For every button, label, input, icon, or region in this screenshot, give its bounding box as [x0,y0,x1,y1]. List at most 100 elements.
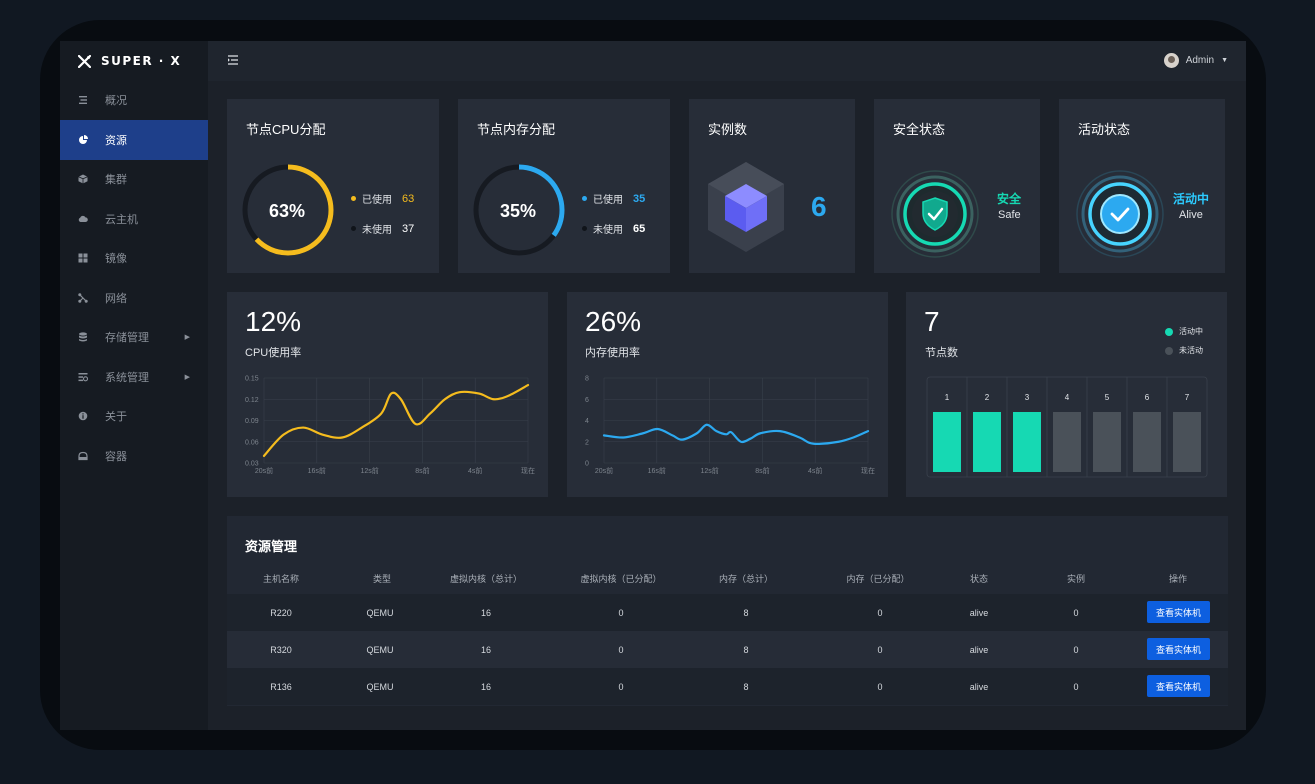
menu-toggle-icon[interactable] [227,54,239,66]
legend-label: 已使用 [362,195,392,206]
bar-label: 4 [1065,393,1070,402]
cell-vcpu-total: 16 [480,682,492,692]
column-header[interactable]: 虚拟内核（总计） [449,574,523,584]
table-row[interactable]: R320 QEMU 16 0 8 0 alive 0 查看实体机 [227,631,1228,668]
cell-memory-allocated: 0 [877,645,883,655]
node-count: 7 [924,306,940,337]
series-line [602,423,870,446]
activity-card: 活动状态 活动中 Alive [1059,99,1225,273]
instances-card: 实例数 6 [689,99,855,273]
column-header[interactable]: 类型 [372,574,392,584]
bar-label: 7 [1185,393,1190,402]
logo[interactable]: SUPER · X [78,51,181,71]
x-tick-label: 8s前 [415,466,429,475]
sidebar-item-container[interactable]: 容器 [60,436,208,476]
node-bar [933,412,961,472]
view-host-button[interactable]: 查看实体机 [1147,675,1210,697]
y-tick-label: 0.12 [245,397,259,404]
nodes-card: 7 节点数 活动中 未活动 1 2 3 4 5 6 7 [906,292,1227,497]
cpu-allocation-card: 节点CPU分配 63% 已使用 63 未使用 37 [227,99,439,273]
app-screen: SUPER · X 概况 资源 集群 云主机 镜像 网络 存储管理 [60,41,1246,730]
sidebar-item-label: 概况 [105,95,127,107]
table-row[interactable]: R220 QEMU 16 0 8 0 alive 0 查看实体机 [227,594,1228,631]
memory-usage-value: 26% [585,306,642,337]
security-card: 安全状态 安全 Safe [874,99,1040,273]
sidebar-item-label: 存储管理 [105,332,149,344]
column-header[interactable]: 虚拟内核（已分配） [580,574,662,584]
column-header[interactable]: 主机名称 [262,574,300,584]
cell-host-name: R220 [270,608,292,618]
sidebar-item-image[interactable]: 镜像 [60,238,208,278]
view-host-button[interactable]: 查看实体机 [1147,638,1210,660]
x-tick-label: 8s前 [755,466,769,475]
sidebar-item-cloud-host[interactable]: 云主机 [60,199,208,239]
bar-label: 1 [945,393,950,402]
cell-memory-allocated: 0 [877,608,883,618]
legend-label: 未使用 [362,225,392,236]
card-title: 活动状态 [1078,122,1131,137]
cell-host-name: R320 [270,645,292,655]
x-tick-label: 4s前 [468,466,482,475]
card-title: 实例数 [708,122,748,137]
y-tick-label: 6 [585,397,589,404]
sidebar-item-label: 资源 [105,135,127,147]
cpu-percent: 63% [269,201,306,221]
sidebar-item-label: 容器 [105,451,127,463]
cell-instances: 0 [1073,645,1079,655]
view-host-button[interactable]: 查看实体机 [1147,601,1210,623]
legend-dot-unused [582,226,587,231]
table-row[interactable]: R136 QEMU 16 0 8 0 alive 0 查看实体机 [227,668,1228,705]
column-header[interactable]: 状态 [969,574,989,584]
logo-text: SUPER · X [101,54,182,68]
x-tick-label: 现在 [861,466,875,475]
cell-memory-total: 8 [743,682,749,692]
user-menu[interactable]: Admin ▼ [1163,53,1228,68]
sidebar-item-resources[interactable]: 资源 [60,120,208,160]
sidebar-item-label: 镜像 [105,253,127,265]
y-tick-label: 0 [585,461,589,468]
bar-label: 5 [1105,393,1110,402]
sidebar-item-label: 网络 [105,293,127,305]
sidebar-item-network[interactable]: 网络 [60,278,208,318]
sidebar-item-about[interactable]: 关于 [60,396,208,436]
x-tick-label: 20s前 [255,466,273,475]
legend-dot-active [1165,327,1173,336]
node-bar [1013,412,1041,472]
instance-count: 6 [811,191,827,222]
memory-percent: 35% [500,201,537,221]
cell-memory-total: 8 [743,645,749,655]
sidebar: SUPER · X 概况 资源 集群 云主机 镜像 网络 存储管理 [60,41,208,730]
cell-memory-allocated: 0 [877,682,883,692]
x-tick-label: 12s前 [700,466,718,475]
cell-host-name: R136 [270,682,292,692]
column-header[interactable]: 实例 [1066,574,1086,584]
check-circle-icon [1076,170,1164,258]
cube-icon [78,174,88,184]
cpu-usage-card: 12% CPU使用率 0.15 0.12 0.09 0.06 0.03 20s前 16s前 1… [227,292,548,497]
network-icon [78,293,88,303]
x-tick-label: 4s前 [808,466,822,475]
sidebar-item-label: 云主机 [105,214,138,226]
cell-status: alive [969,682,989,692]
x-tick-label: 12s前 [360,466,378,475]
sidebar-item-overview[interactable]: 概况 [60,80,208,120]
legend-value: 65 [633,222,646,235]
column-header[interactable]: 内存（已分配） [846,574,910,584]
cell-type: QEMU [366,645,394,655]
legend-value: 37 [402,222,415,235]
legend-inactive: 未活动 [1165,345,1203,356]
user-name: Admin [1185,55,1215,66]
legend-dot-unused [351,226,356,231]
memory-usage-label: 内存使用率 [585,347,640,359]
cell-status: alive [969,645,989,655]
legend-unused: 未使用 37 [351,221,414,236]
cell-memory-total: 8 [743,608,749,618]
sidebar-item-storage[interactable]: 存储管理 ▶ [60,317,208,357]
x-tick-label: 20s前 [595,466,613,475]
y-tick-label: 0.06 [245,439,259,446]
sidebar-item-cluster[interactable]: 集群 [60,159,208,199]
series-line [262,383,530,458]
node-bar [973,412,1001,472]
column-header[interactable]: 内存（总计） [718,574,774,584]
sidebar-item-system[interactable]: 系统管理 ▶ [60,357,208,397]
